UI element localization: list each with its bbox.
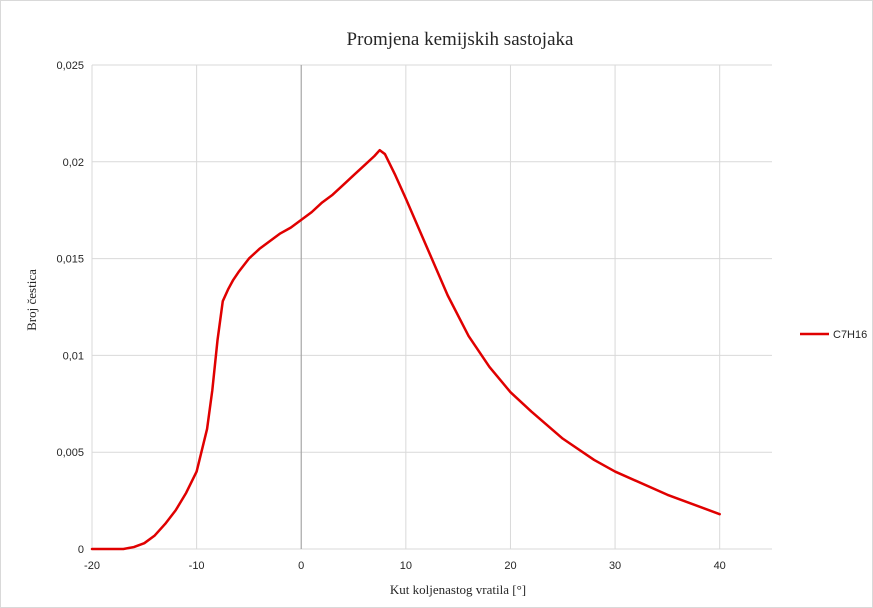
chart-title: Promjena kemijskih sastojaka [347, 29, 574, 50]
y-tick-label: 0,015 [56, 254, 84, 266]
x-tick-label: 30 [609, 560, 621, 572]
x-tick-label: 10 [400, 560, 412, 572]
y-tick-label: 0,02 [63, 157, 84, 169]
x-tick-label: 20 [504, 560, 516, 572]
y-tick-label: 0,01 [63, 350, 84, 362]
legend-label: C7H16 [833, 329, 867, 341]
x-tick-label: -10 [189, 560, 205, 572]
series-line-c7h16 [90, 148, 721, 551]
y-axis-ticks: 0 0,005 0,01 0,015 0,02 0,025 [56, 60, 84, 556]
legend: C7H16 [800, 329, 867, 341]
x-tick-label: 40 [714, 560, 726, 572]
x-axis-title: Kut koljenastog vratila [°] [390, 582, 526, 597]
x-tick-label: 0 [298, 560, 304, 572]
x-tick-label: -20 [84, 560, 100, 572]
y-tick-label: 0,005 [56, 447, 84, 459]
x-axis-ticks: -20 -10 0 10 20 30 40 [84, 560, 726, 572]
y-tick-label: 0 [78, 544, 84, 556]
y-tick-label: 0,025 [56, 60, 84, 72]
y-axis-title: Broj čestica [24, 269, 39, 331]
gridlines [91, 64, 772, 550]
